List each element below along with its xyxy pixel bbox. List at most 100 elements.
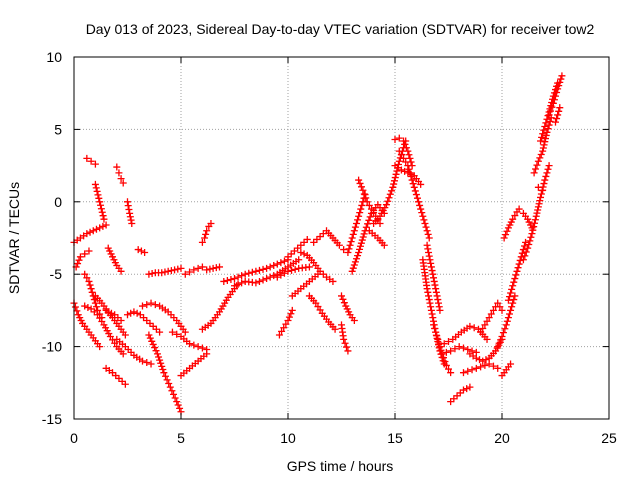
data-point xyxy=(89,227,97,235)
data-point-sample xyxy=(385,194,393,202)
data-point-sample xyxy=(415,198,423,206)
data-point-sample xyxy=(514,264,522,272)
data-point-sample xyxy=(354,216,362,224)
y-tick-label: -15 xyxy=(42,411,62,427)
data-point-sample xyxy=(391,174,399,182)
data-point-sample xyxy=(503,317,511,325)
data-point-sample xyxy=(248,268,256,276)
data-point xyxy=(158,269,166,277)
data-point xyxy=(273,260,281,268)
data-point-sample xyxy=(538,133,546,141)
data-point xyxy=(121,331,129,339)
axis-ticks xyxy=(73,56,610,420)
data-point-sample xyxy=(156,356,164,364)
data-point-sample xyxy=(259,265,267,273)
data-point-sample xyxy=(432,328,440,336)
data-point-sample xyxy=(350,227,358,235)
data-point-sample xyxy=(502,231,510,239)
data-point xyxy=(359,186,367,194)
data-point-sample xyxy=(360,190,368,198)
data-point xyxy=(427,306,435,314)
data-point-sample xyxy=(481,361,489,369)
data-point-sample xyxy=(351,258,359,266)
data-point-sample xyxy=(472,364,480,372)
data-point-sample xyxy=(362,223,370,231)
data-point-sample xyxy=(537,190,545,198)
data-point xyxy=(436,306,444,314)
data-point-sample xyxy=(429,270,437,278)
data-point xyxy=(117,267,125,275)
data-point xyxy=(509,215,517,223)
data-point-sample xyxy=(420,216,428,224)
data-point xyxy=(395,134,403,142)
data-point-sample xyxy=(285,313,293,321)
data-point-sample xyxy=(441,358,449,366)
data-point xyxy=(498,306,506,314)
data-point xyxy=(119,179,127,187)
data-point xyxy=(541,176,549,184)
data-point-sample xyxy=(531,219,539,227)
data-point-sample xyxy=(73,307,81,315)
data-point-sample xyxy=(341,339,349,347)
data-point xyxy=(421,220,429,228)
y-tick-label: 10 xyxy=(46,49,62,65)
data-point xyxy=(400,137,408,145)
data-point xyxy=(432,285,440,293)
data-point-sample xyxy=(95,194,103,202)
data-point-sample xyxy=(173,330,181,338)
data-point-sample xyxy=(511,212,519,220)
data-point-sample xyxy=(358,201,366,209)
y-tick-label: 5 xyxy=(54,121,62,137)
data-point xyxy=(397,166,405,174)
data-point-sample xyxy=(543,115,551,123)
data-point-sample xyxy=(370,209,378,217)
data-point xyxy=(263,264,271,272)
data-point xyxy=(438,350,446,358)
data-point xyxy=(252,267,260,275)
data-point-sample xyxy=(255,277,263,285)
data-point xyxy=(81,270,89,278)
data-point-sample xyxy=(360,230,368,238)
data-point xyxy=(177,264,185,272)
data-point xyxy=(297,248,305,256)
data-point-sample xyxy=(390,177,398,185)
data-point-sample xyxy=(534,203,542,211)
data-point-sample xyxy=(137,247,145,255)
data-point-sample xyxy=(536,154,544,162)
data-point-sample xyxy=(510,296,518,304)
data-point-sample xyxy=(510,278,518,286)
data-point-sample xyxy=(476,356,484,364)
data-point xyxy=(537,137,545,145)
data-point xyxy=(145,331,153,339)
data-point-sample xyxy=(427,259,435,267)
data-point-sample xyxy=(148,269,156,277)
data-point-sample xyxy=(543,169,551,177)
data-point-sample xyxy=(553,115,561,123)
data-point-sample xyxy=(146,334,154,342)
data-point-sample xyxy=(174,265,182,273)
data-point xyxy=(355,248,363,256)
data-point-sample xyxy=(470,324,478,332)
data-point-sample xyxy=(97,201,105,209)
data-point xyxy=(138,357,146,365)
data-point-sample xyxy=(190,341,198,349)
data-point-sample xyxy=(527,233,535,241)
data-point-sample xyxy=(406,154,414,162)
data-point-sample xyxy=(127,309,135,317)
data-point-sample xyxy=(539,130,547,138)
data-point-sample xyxy=(409,180,417,188)
data-point-sample xyxy=(531,216,539,224)
data-point xyxy=(524,244,532,252)
data-point-sample xyxy=(424,245,432,253)
data-point xyxy=(305,263,313,271)
data-point xyxy=(545,111,553,119)
data-point xyxy=(295,256,303,264)
data-point-sample xyxy=(167,267,175,275)
data-point xyxy=(504,296,512,304)
data-point-sample xyxy=(245,269,253,277)
data-point-sample xyxy=(423,227,431,235)
data-point xyxy=(126,209,134,217)
data-point-sample xyxy=(347,238,355,246)
data-point-sample xyxy=(390,180,398,188)
data-point-sample xyxy=(388,187,396,195)
